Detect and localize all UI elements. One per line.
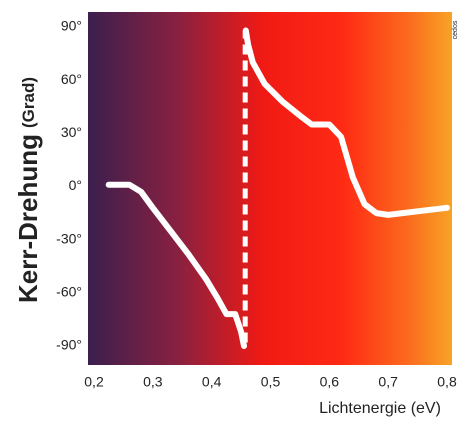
y-axis-label: Kerr-Drehung (Grad)	[13, 77, 43, 303]
plot-background	[88, 12, 452, 365]
y-tick-label: -60°	[56, 284, 82, 300]
y-tick-label: 0°	[69, 177, 82, 193]
x-tick-label: 0,2	[84, 374, 104, 390]
y-tick-label: 90°	[61, 18, 82, 34]
y-tick-label: 60°	[61, 71, 82, 87]
x-tick-label: 0,8	[437, 374, 457, 390]
credit: cedos	[452, 20, 459, 39]
x-tick-label: 0,6	[320, 374, 340, 390]
data-line	[105, 27, 450, 349]
y-tick-label: 30°	[61, 124, 82, 140]
x-tick-label: 0,7	[378, 374, 398, 390]
x-tick-label: 0,3	[143, 374, 163, 390]
y-tick-label: -30°	[56, 230, 82, 246]
y-axis-unit: (Grad)	[19, 77, 38, 128]
y-tick-label: -90°	[56, 337, 82, 353]
x-tick-label: 0,4	[202, 374, 222, 390]
y-axis-title: Kerr-Drehung	[13, 134, 43, 303]
x-tick-label: 0,5	[261, 374, 281, 390]
x-axis-label: Lichtenergie (eV)	[319, 400, 441, 417]
